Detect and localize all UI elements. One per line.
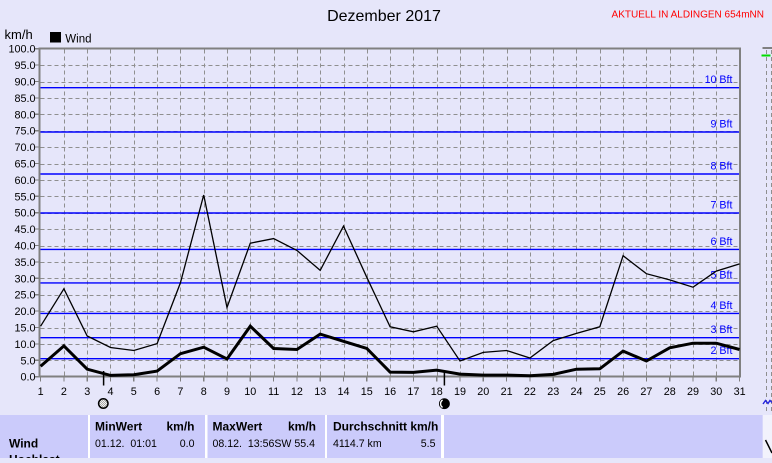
svg-text:6: 6 (154, 386, 160, 398)
svg-text:0.0: 0.0 (20, 372, 35, 384)
svg-text:km/h: km/h (166, 420, 194, 434)
svg-text:60.0: 60.0 (14, 175, 35, 187)
svg-text:100.0: 100.0 (8, 44, 35, 56)
svg-text:24: 24 (570, 386, 582, 398)
svg-text:55.0: 55.0 (14, 191, 35, 203)
svg-text:27: 27 (640, 386, 652, 398)
svg-text:5: 5 (131, 386, 137, 398)
svg-text:9 Bft: 9 Bft (711, 119, 733, 131)
svg-text:75.0: 75.0 (14, 126, 35, 138)
svg-text:16: 16 (384, 386, 396, 398)
svg-text:2: 2 (61, 386, 67, 398)
svg-text:13: 13 (314, 386, 326, 398)
svg-text:20: 20 (477, 386, 489, 398)
svg-text:30.0: 30.0 (14, 273, 35, 285)
svg-text:15: 15 (361, 386, 373, 398)
svg-text:km/h: km/h (288, 420, 316, 434)
svg-text:26: 26 (617, 386, 629, 398)
svg-text:10.0: 10.0 (14, 339, 35, 351)
svg-text:85.0: 85.0 (14, 93, 35, 105)
svg-text:Wind: Wind (9, 437, 38, 451)
svg-text:7 Bft: 7 Bft (711, 200, 733, 212)
svg-text:5.5: 5.5 (421, 438, 436, 450)
svg-text:80.0: 80.0 (14, 109, 35, 121)
svg-text:01.12. 01:01: 01.12. 01:01 (95, 438, 157, 450)
svg-text:12: 12 (291, 386, 303, 398)
svg-text:MaxWert: MaxWert (213, 420, 263, 434)
svg-text:19: 19 (454, 386, 466, 398)
svg-text:25.0: 25.0 (14, 290, 35, 302)
svg-text:0.0: 0.0 (180, 438, 195, 450)
svg-text:20.0: 20.0 (14, 306, 35, 318)
svg-text:08.12. 13:56SW 55.4: 08.12. 13:56SW 55.4 (213, 438, 316, 450)
svg-text:45.0: 45.0 (14, 224, 35, 236)
svg-text:22: 22 (524, 386, 536, 398)
svg-text:Hochlast: Hochlast (9, 453, 60, 459)
svg-text:23: 23 (547, 386, 559, 398)
svg-text:Dezember 2017: Dezember 2017 (327, 8, 441, 25)
svg-text:3 Bft: 3 Bft (711, 324, 733, 336)
svg-text:4 Bft: 4 Bft (711, 300, 733, 312)
svg-text:50.0: 50.0 (14, 208, 35, 220)
svg-text:11: 11 (268, 386, 279, 398)
svg-text:6 Bft: 6 Bft (711, 236, 733, 248)
svg-text:8 Bft: 8 Bft (711, 161, 733, 173)
svg-text:14: 14 (337, 386, 349, 398)
svg-text:5.0: 5.0 (20, 355, 35, 367)
svg-text:25: 25 (594, 386, 606, 398)
svg-text:4114.7 km: 4114.7 km (333, 438, 382, 450)
svg-text:5 Bft: 5 Bft (711, 269, 733, 281)
svg-text:15.0: 15.0 (14, 323, 35, 335)
svg-text:3: 3 (84, 386, 90, 398)
svg-text:Durchschnitt km/h: Durchschnitt km/h (333, 420, 438, 434)
svg-text:95.0: 95.0 (14, 60, 35, 72)
svg-text:17: 17 (407, 386, 419, 398)
svg-text:1: 1 (38, 386, 44, 398)
svg-text:4: 4 (107, 386, 113, 398)
svg-text:18: 18 (431, 386, 443, 398)
svg-text:28: 28 (664, 386, 676, 398)
svg-text:10: 10 (244, 386, 256, 398)
svg-text:31: 31 (734, 386, 746, 398)
svg-text:65.0: 65.0 (14, 159, 35, 171)
svg-text:AKTUELL IN ALDINGEN 654mNN: AKTUELL IN ALDINGEN 654mNN (612, 10, 764, 21)
svg-text:Wind: Wind (65, 34, 91, 46)
svg-text:70.0: 70.0 (14, 142, 35, 154)
svg-text:30: 30 (710, 386, 722, 398)
svg-text:km/h: km/h (5, 27, 33, 42)
svg-text:40.0: 40.0 (14, 241, 35, 253)
svg-text:9: 9 (224, 386, 230, 398)
svg-text:35.0: 35.0 (14, 257, 35, 269)
svg-text:29: 29 (687, 386, 699, 398)
svg-text:MinWert: MinWert (95, 420, 142, 434)
svg-text:90.0: 90.0 (14, 77, 35, 89)
svg-text:8: 8 (201, 386, 207, 398)
svg-text:21: 21 (501, 386, 513, 398)
svg-text:10 Bft: 10 Bft (705, 74, 733, 86)
svg-text:7: 7 (177, 386, 183, 398)
